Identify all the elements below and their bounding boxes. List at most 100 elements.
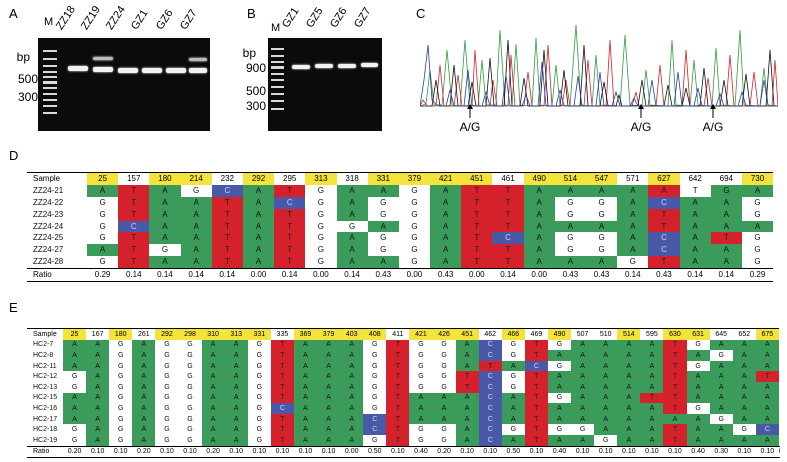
table-row: HC2-16 A A G A G G A A G C A A A G T A A A C A T A A A A A T G A A A bbox=[27, 403, 780, 414]
base-cell: A bbox=[523, 220, 555, 233]
base-cell: A bbox=[132, 371, 156, 382]
annotation-ag: A/G bbox=[630, 120, 652, 134]
base-cell: A bbox=[571, 360, 595, 372]
base-cell: A bbox=[317, 381, 341, 393]
base-cell: T bbox=[211, 232, 243, 245]
base-cell: T bbox=[492, 196, 524, 209]
base-cell: G bbox=[547, 392, 572, 404]
trace-green bbox=[420, 24, 778, 107]
base-cell: A bbox=[455, 413, 479, 425]
base-cell: C bbox=[478, 339, 502, 351]
base-cell: G bbox=[178, 413, 202, 425]
base-cell: G bbox=[363, 360, 387, 372]
base-cell: T bbox=[663, 424, 687, 435]
base-cell: A bbox=[617, 434, 641, 447]
base-cell: A bbox=[755, 434, 779, 447]
base-cell: A bbox=[340, 371, 364, 382]
base-cell: T bbox=[663, 339, 687, 351]
gel-b-marker-300: 300 bbox=[245, 99, 266, 113]
base-cell: G bbox=[709, 350, 733, 361]
base-cell: T bbox=[211, 196, 243, 209]
base-cell: C bbox=[478, 371, 502, 382]
base-cell: A bbox=[547, 403, 572, 414]
base-cell: A bbox=[340, 381, 364, 393]
base-cell: G bbox=[305, 184, 337, 197]
gel-a-lane-label: M bbox=[44, 16, 54, 28]
base-cell: A bbox=[640, 371, 664, 382]
base-cell: A bbox=[63, 350, 87, 361]
ratio-value: 0.00 bbox=[398, 268, 431, 283]
base-cell: A bbox=[679, 208, 711, 221]
base-cell: G bbox=[109, 360, 133, 372]
table-row: HC2-13 G A G A G G A A G T A A A G T G G T C G T A A A A A T A A A A bbox=[27, 381, 780, 393]
column-header-position: 451 bbox=[461, 171, 493, 185]
base-cell: A bbox=[180, 220, 212, 233]
ratio-value: 0.10 bbox=[109, 445, 133, 459]
arrow-up-icon bbox=[710, 104, 716, 118]
ratio-value: 0.10 bbox=[594, 445, 618, 459]
base-cell: G bbox=[398, 220, 431, 233]
base-cell: C bbox=[118, 220, 150, 233]
base-cell: G bbox=[247, 371, 271, 382]
base-cell: C bbox=[492, 232, 524, 245]
base-cell: A bbox=[709, 392, 733, 404]
base-cell: A bbox=[149, 220, 181, 233]
base-cell: A bbox=[224, 403, 248, 414]
sample-name: ZZ24-23 bbox=[27, 208, 87, 221]
base-cell: A bbox=[430, 256, 462, 269]
sample-name: HC2-16 bbox=[27, 403, 63, 414]
annotation-ag: A/G bbox=[459, 120, 481, 134]
base-cell: G bbox=[363, 434, 387, 447]
base-cell: A bbox=[741, 220, 774, 233]
base-cell: A bbox=[340, 360, 364, 372]
base-cell: G bbox=[178, 434, 202, 447]
base-cell: G bbox=[247, 350, 271, 361]
base-cell: C bbox=[648, 196, 680, 209]
gel-image-a bbox=[38, 38, 210, 131]
base-cell: T bbox=[270, 392, 294, 404]
base-cell: A bbox=[430, 244, 462, 257]
base-cell: A bbox=[340, 413, 364, 425]
base-cell: A bbox=[201, 381, 225, 393]
column-header-position: 369 bbox=[293, 327, 318, 340]
ratio-value: 0.10 bbox=[571, 445, 595, 459]
base-cell: C bbox=[211, 184, 243, 197]
base-cell: A bbox=[367, 220, 399, 233]
base-cell: A bbox=[63, 360, 87, 372]
base-cell: G bbox=[741, 232, 774, 245]
snp-table-d: Sample 25 157 180 214 232 292 295 313 318 331 379 42… bbox=[27, 171, 774, 283]
base-cell: G bbox=[398, 208, 431, 221]
base-cell: A bbox=[686, 381, 710, 393]
base-cell: A bbox=[149, 208, 181, 221]
ratio-value: 0.14 bbox=[180, 268, 212, 283]
ratio-value: 0.14 bbox=[336, 268, 368, 283]
ratio-value: 0.29 bbox=[87, 268, 119, 283]
table-row: HC2-18 G A G A G G A A G T A A A C T G G A C G T G G A A A T A A G C bbox=[27, 424, 780, 435]
base-cell: A bbox=[617, 392, 641, 404]
base-cell: G bbox=[63, 434, 87, 447]
base-cell: G bbox=[155, 360, 179, 372]
column-header-position: 180 bbox=[109, 327, 133, 340]
base-cell: A bbox=[455, 403, 479, 414]
base-cell: A bbox=[224, 434, 248, 447]
ratio-row: Ratio 0.29 0.14 0.14 0.14 0.14 0.00 0.14 0.00 0.1… bbox=[27, 268, 774, 283]
base-cell: T bbox=[386, 360, 410, 372]
base-cell: A bbox=[86, 403, 110, 414]
table-row: HC2-19 G A G A G G A A G T A A A G T G G A C A T A A G A A T A A A A bbox=[27, 434, 780, 447]
base-cell: A bbox=[679, 220, 711, 233]
base-cell: C bbox=[648, 244, 680, 257]
base-cell: A bbox=[617, 232, 649, 245]
base-cell: A bbox=[586, 184, 618, 197]
base-cell: G bbox=[547, 339, 572, 351]
base-cell: A bbox=[432, 413, 456, 425]
base-cell: A bbox=[149, 256, 181, 269]
base-cell: T bbox=[461, 220, 493, 233]
base-cell: T bbox=[648, 208, 680, 221]
sample-name: HC2-12 bbox=[27, 371, 63, 382]
base-cell: A bbox=[571, 413, 595, 425]
base-cell: A bbox=[293, 424, 318, 435]
base-cell: G bbox=[63, 424, 87, 435]
base-cell: A bbox=[336, 232, 368, 245]
base-cell: A bbox=[617, 196, 649, 209]
base-cell: A bbox=[455, 339, 479, 351]
